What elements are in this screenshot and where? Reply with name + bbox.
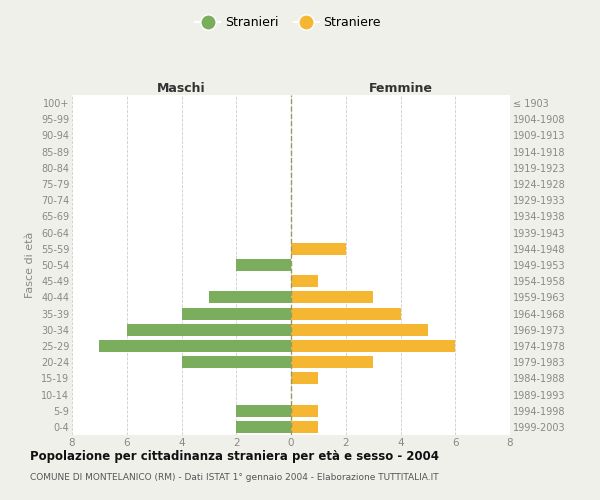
Text: COMUNE DI MONTELANICO (RM) - Dati ISTAT 1° gennaio 2004 - Elaborazione TUTTITALI: COMUNE DI MONTELANICO (RM) - Dati ISTAT …: [30, 472, 439, 482]
Bar: [291, 404, 319, 417]
Bar: [236, 421, 291, 433]
Bar: [291, 292, 373, 304]
Bar: [182, 308, 291, 320]
Bar: [291, 372, 319, 384]
Bar: [291, 308, 401, 320]
Bar: [291, 340, 455, 352]
Bar: [127, 324, 291, 336]
Bar: [291, 324, 428, 336]
Bar: [291, 275, 319, 287]
Y-axis label: Fasce di età: Fasce di età: [25, 232, 35, 298]
Text: Popolazione per cittadinanza straniera per età e sesso - 2004: Popolazione per cittadinanza straniera p…: [30, 450, 439, 463]
Bar: [209, 292, 291, 304]
Text: Maschi: Maschi: [157, 82, 206, 95]
Bar: [100, 340, 291, 352]
Bar: [236, 404, 291, 417]
Bar: [291, 242, 346, 255]
Text: Femmine: Femmine: [368, 82, 433, 95]
Bar: [182, 356, 291, 368]
Legend: Stranieri, Straniere: Stranieri, Straniere: [190, 11, 386, 34]
Bar: [236, 259, 291, 271]
Bar: [291, 421, 319, 433]
Bar: [291, 356, 373, 368]
